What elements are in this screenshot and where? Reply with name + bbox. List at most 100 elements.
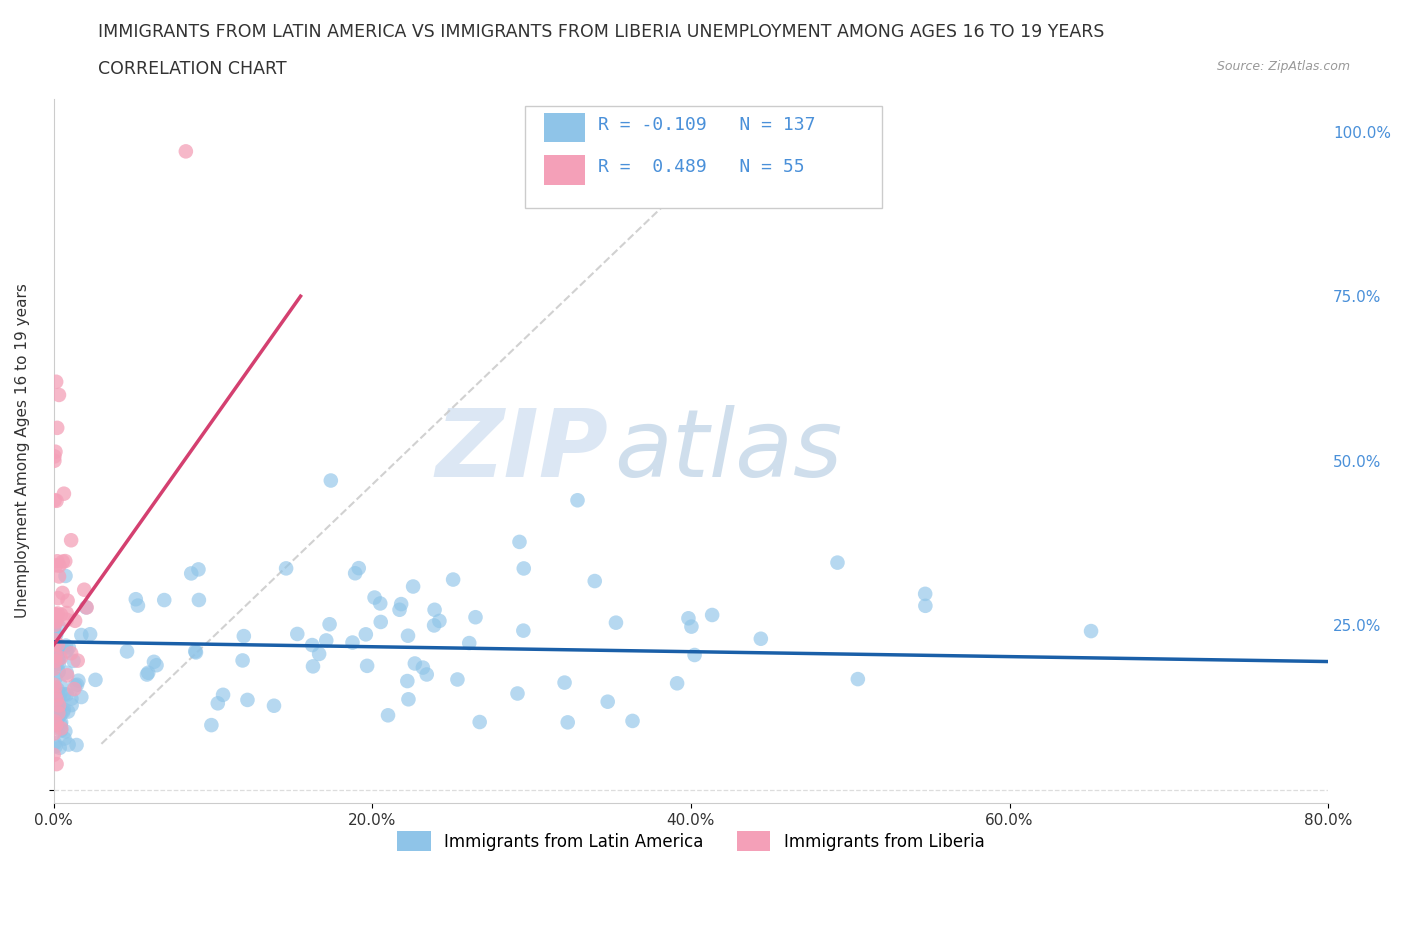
Point xyxy=(42,707,65,722)
Point xyxy=(84,672,107,687)
Point xyxy=(44,453,66,468)
Point xyxy=(1080,624,1102,639)
Point xyxy=(56,704,79,719)
Point xyxy=(347,561,370,576)
Point xyxy=(75,600,97,615)
Point xyxy=(45,607,67,622)
Point xyxy=(187,562,209,577)
Point xyxy=(53,686,76,701)
Point xyxy=(44,445,66,459)
Point xyxy=(446,672,468,687)
Point xyxy=(398,692,420,707)
Point xyxy=(48,664,70,679)
Point xyxy=(56,593,79,608)
Point xyxy=(45,614,67,629)
Point xyxy=(388,603,411,618)
Point xyxy=(44,714,66,729)
Point xyxy=(51,586,73,601)
Point xyxy=(60,533,83,548)
Point xyxy=(42,677,65,692)
Point xyxy=(66,677,89,692)
Point xyxy=(49,651,72,666)
Point xyxy=(49,686,72,701)
Point xyxy=(174,144,197,159)
Point xyxy=(48,706,70,721)
Point xyxy=(145,658,167,672)
Point xyxy=(402,579,425,594)
Point xyxy=(79,627,101,642)
Point xyxy=(56,668,79,683)
Point xyxy=(44,698,66,712)
Point xyxy=(58,737,80,752)
Point xyxy=(207,696,229,711)
Point xyxy=(45,648,67,663)
Point xyxy=(55,612,77,627)
Point xyxy=(53,724,76,738)
Point xyxy=(44,632,66,647)
Point xyxy=(48,740,70,755)
Point xyxy=(396,629,419,644)
Point xyxy=(356,658,378,673)
Point xyxy=(49,678,72,693)
Point xyxy=(315,633,337,648)
Point xyxy=(370,615,392,630)
Point xyxy=(53,553,76,568)
Point xyxy=(46,682,69,697)
Point xyxy=(464,610,486,625)
Point xyxy=(44,736,66,751)
Point xyxy=(53,731,76,746)
Point xyxy=(63,678,86,693)
Y-axis label: Unemployment Among Ages 16 to 19 years: Unemployment Among Ages 16 to 19 years xyxy=(15,284,30,618)
Point xyxy=(513,561,536,576)
Point xyxy=(46,591,69,605)
Point xyxy=(63,682,86,697)
Point xyxy=(70,628,93,643)
FancyBboxPatch shape xyxy=(526,106,882,208)
Text: R =  0.489   N = 55: R = 0.489 N = 55 xyxy=(598,158,804,176)
Point xyxy=(46,688,69,703)
Point xyxy=(73,582,96,597)
Point xyxy=(55,644,77,658)
FancyBboxPatch shape xyxy=(544,155,585,185)
Point xyxy=(44,607,66,622)
Point xyxy=(48,656,70,671)
Point xyxy=(142,655,165,670)
Point xyxy=(212,687,235,702)
Point xyxy=(66,653,89,668)
Point xyxy=(49,715,72,730)
Text: CORRELATION CHART: CORRELATION CHART xyxy=(98,60,287,78)
Point xyxy=(42,636,65,651)
Point xyxy=(45,628,67,643)
Point xyxy=(60,645,83,660)
Point xyxy=(506,686,529,701)
Point xyxy=(70,689,93,704)
Point xyxy=(44,671,66,685)
Point xyxy=(354,627,377,642)
Point xyxy=(60,698,83,712)
Point xyxy=(45,693,67,708)
Point xyxy=(301,638,323,653)
Point xyxy=(49,708,72,723)
Point xyxy=(44,688,66,703)
Point xyxy=(416,667,439,682)
Point xyxy=(678,611,700,626)
Point xyxy=(48,698,70,712)
Point xyxy=(683,647,706,662)
Point xyxy=(45,690,67,705)
Point xyxy=(42,718,65,733)
Point xyxy=(681,619,703,634)
Point xyxy=(46,642,69,657)
Point xyxy=(52,486,75,501)
Point xyxy=(458,635,481,650)
Point xyxy=(115,644,138,658)
Point xyxy=(60,691,83,706)
Point xyxy=(914,587,936,602)
Point xyxy=(441,572,464,587)
Point xyxy=(396,673,419,688)
Point xyxy=(45,493,67,508)
Point xyxy=(55,638,77,653)
Point xyxy=(49,607,72,622)
Point xyxy=(468,714,491,729)
Point xyxy=(45,657,67,671)
Point xyxy=(749,631,772,646)
